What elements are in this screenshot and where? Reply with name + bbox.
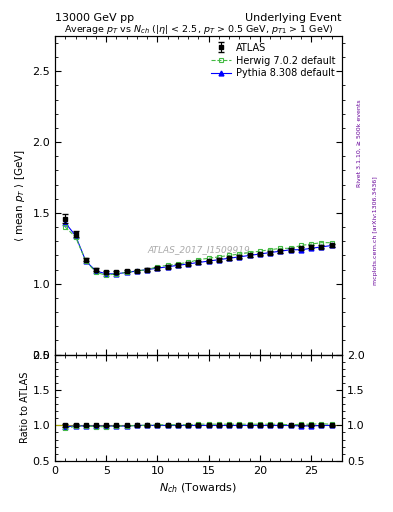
Text: 13000 GeV pp: 13000 GeV pp — [55, 13, 134, 23]
Legend: ATLAS, Herwig 7.0.2 default, Pythia 8.308 default: ATLAS, Herwig 7.0.2 default, Pythia 8.30… — [209, 40, 337, 80]
Text: Underlying Event: Underlying Event — [245, 13, 342, 23]
X-axis label: $N_{ch}$ (Towards): $N_{ch}$ (Towards) — [160, 481, 237, 495]
Y-axis label: Ratio to ATLAS: Ratio to ATLAS — [20, 372, 29, 443]
Y-axis label: $\langle$ mean $p_T$ $\rangle$ [GeV]: $\langle$ mean $p_T$ $\rangle$ [GeV] — [13, 149, 27, 242]
Text: ATLAS_2017_I1509919: ATLAS_2017_I1509919 — [147, 245, 250, 254]
Title: Average $p_T$ vs $N_{ch}$ ($|\eta|$ < 2.5, $p_T$ > 0.5 GeV, $p_{T1}$ > 1 GeV): Average $p_T$ vs $N_{ch}$ ($|\eta|$ < 2.… — [64, 23, 333, 36]
Text: mcplots.cern.ch [arXiv:1306.3436]: mcplots.cern.ch [arXiv:1306.3436] — [373, 176, 378, 285]
Text: Rivet 3.1.10, ≥ 500k events: Rivet 3.1.10, ≥ 500k events — [357, 99, 362, 187]
